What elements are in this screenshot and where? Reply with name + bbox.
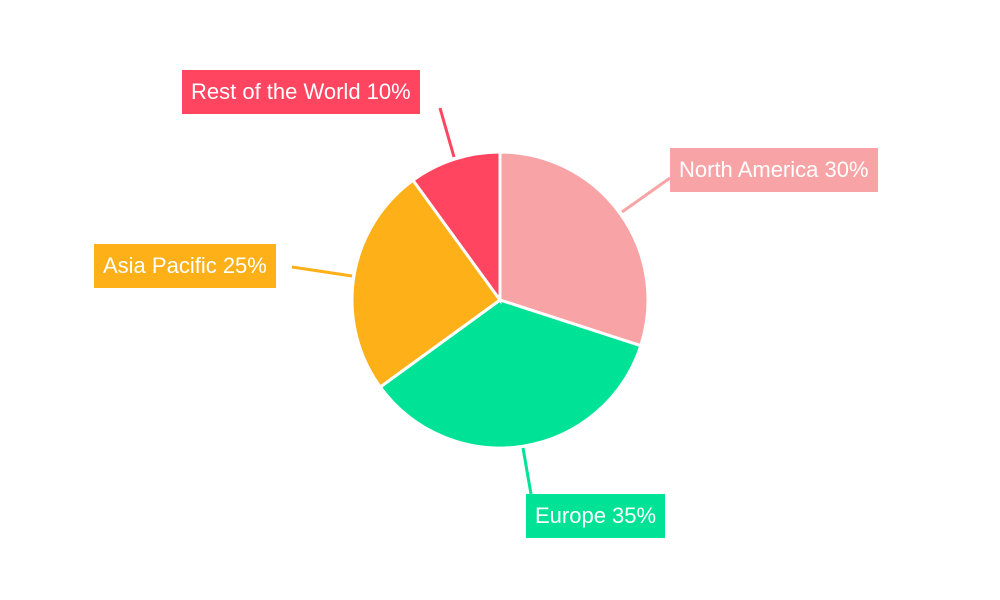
leader-line-europe — [521, 447, 533, 495]
pie-slice-asia-pacific[interactable] — [350, 178, 503, 390]
label-asia-pacific: Asia Pacific 25% — [94, 244, 276, 288]
leader-line-rest-of-the-world — [438, 107, 456, 158]
label-europe: Europe 35% — [526, 494, 666, 538]
label-rest-of-the-world: Rest of the World 10% — [182, 70, 420, 114]
label-north-america: North America 30% — [670, 148, 878, 192]
leader-line-north-america — [621, 176, 671, 214]
pie-slice-north-america[interactable] — [498, 150, 650, 348]
pie-slice-rest-of-the-world[interactable] — [410, 150, 502, 305]
pie-slice-europe[interactable] — [378, 298, 643, 450]
leader-line-asia-pacific — [291, 265, 353, 278]
